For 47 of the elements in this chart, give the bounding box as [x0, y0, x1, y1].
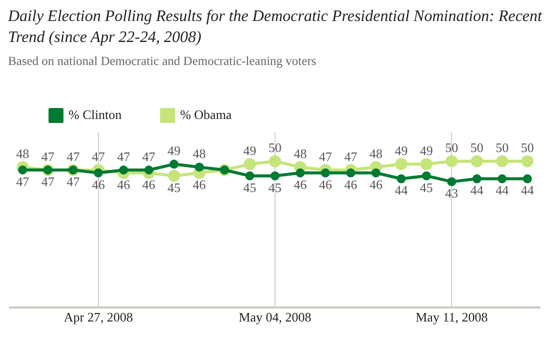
- data-label: 47: [92, 148, 106, 164]
- data-label: 49: [243, 143, 256, 158]
- data-label: 50: [470, 140, 484, 156]
- data-label: 43: [445, 186, 458, 201]
- data-label: 45: [168, 180, 181, 195]
- data-label: 50: [520, 140, 534, 156]
- data-label: 44: [394, 182, 408, 198]
- data-label: 48: [16, 146, 30, 161]
- data-label: 47: [117, 148, 131, 164]
- data-label: 44: [470, 182, 484, 198]
- legend-label: % Obama: [180, 106, 232, 122]
- data-label: 45: [268, 180, 282, 195]
- x-tick-label: Apr 27, 2008: [64, 310, 133, 325]
- data-label: 50: [496, 140, 509, 156]
- data-label: 47: [344, 148, 358, 164]
- data-label: 50: [445, 140, 458, 156]
- chart-title: Daily Election Polling Results for the Democratic Presidential Nomination: Recent Trend (since Apr 22-24, 2008): [6, 7, 544, 48]
- data-label: 45: [420, 180, 433, 195]
- data-label: 49: [420, 143, 433, 158]
- data-label: 44: [496, 182, 510, 198]
- data-label: 47: [318, 148, 332, 164]
- data-label: 46: [92, 176, 106, 192]
- data-label: 49: [168, 143, 181, 158]
- data-label: 46: [344, 176, 358, 192]
- data-label: 50: [268, 140, 282, 156]
- data-label: 45: [243, 180, 256, 195]
- legend-label: % Clinton: [68, 106, 122, 122]
- data-label: 47: [142, 148, 156, 164]
- data-label: 47: [41, 174, 55, 189]
- x-tick-label: May 04, 2008: [238, 310, 312, 325]
- data-label: 46: [369, 176, 383, 192]
- data-label: 46: [294, 176, 308, 192]
- data-label: 46: [192, 176, 206, 192]
- data-label: 46: [318, 176, 332, 192]
- data-label: 47: [66, 174, 80, 189]
- data-label: 47: [66, 148, 80, 164]
- data-label: 49: [394, 143, 408, 158]
- data-label: 48: [192, 146, 206, 161]
- x-tick-label: May 11, 2008: [416, 310, 488, 325]
- data-label: 46: [117, 176, 131, 192]
- chart-subtitle: Based on national Democratic and Democratic-leaning voters: [7, 53, 318, 69]
- data-label: 46: [142, 176, 156, 192]
- data-label: 47: [16, 174, 30, 189]
- data-label: 44: [520, 182, 534, 198]
- data-label: 47: [41, 148, 55, 164]
- data-label: 48: [294, 146, 307, 161]
- data-label: 48: [369, 146, 382, 161]
